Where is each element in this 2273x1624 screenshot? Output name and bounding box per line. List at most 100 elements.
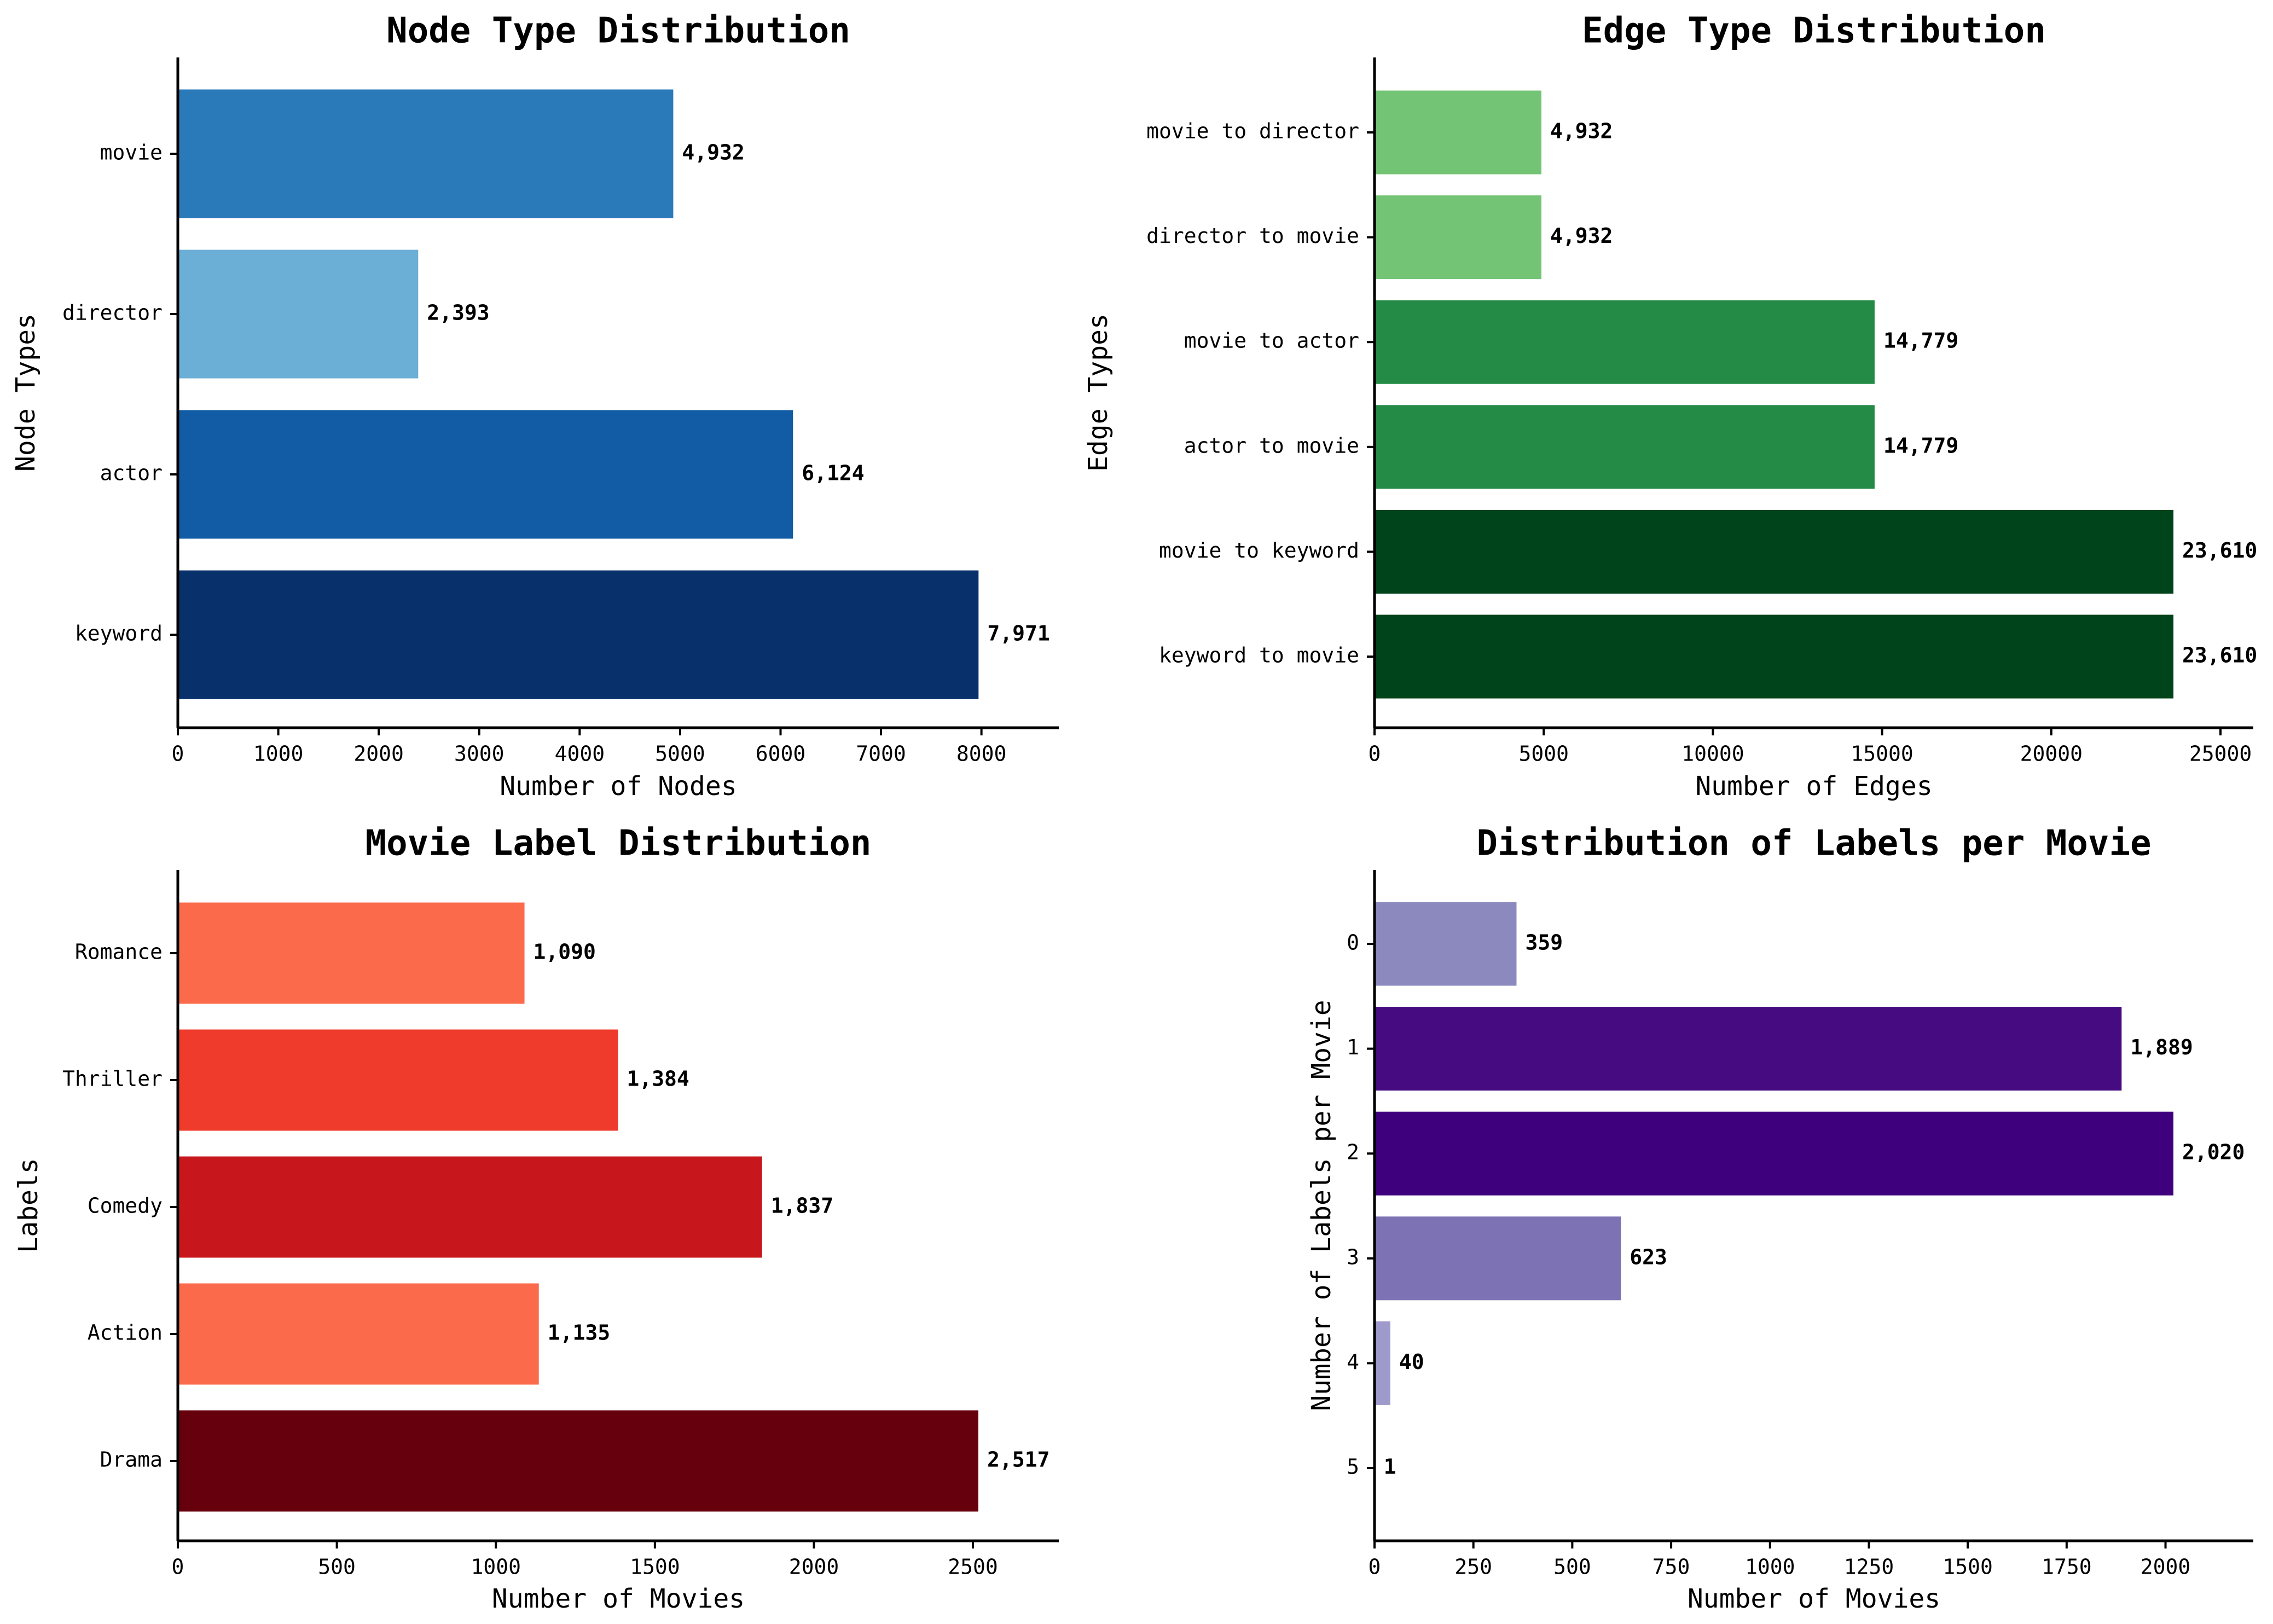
x-tick-label: 0 [172,1555,184,1579]
x-tick-label: 2000 [353,742,404,766]
y-tick-label: actor [100,461,163,485]
x-tick-label: 0 [1369,742,1381,766]
x-tick-label: 2000 [789,1555,839,1579]
x-axis-label: Number of Movies [492,1584,745,1614]
y-tick-label: director [62,301,163,325]
bar [1375,1111,2173,1196]
x-tick-label: 500 [318,1555,356,1579]
x-tick-label: 500 [1553,1555,1591,1579]
x-tick-label: 0 [1369,1555,1381,1579]
bar [178,89,674,218]
data-label: 2,020 [2182,1140,2245,1164]
bar [178,1410,978,1512]
chart-title: Node Type Distribution [386,11,850,51]
y-tick-label: movie to actor [1184,329,1359,353]
chart-panel-1: Node Type Distribution movie 4,932 director… [10,11,1059,802]
data-label: 14,779 [1883,433,1958,457]
bar [178,410,793,539]
x-tick-label: 5000 [1518,742,1569,766]
y-axis-label: Labels [13,1158,44,1252]
y-tick-label: movie to director [1146,119,1359,143]
bar [1375,1321,1390,1405]
data-label: 4,932 [1550,224,1613,248]
y-tick-label: movie [100,141,163,165]
x-tick-label: 1250 [1844,1555,1894,1579]
x-tick-label: 1750 [2042,1555,2092,1579]
bar [178,1283,539,1385]
bar [1375,90,1541,175]
data-label: 14,779 [1883,329,1958,353]
data-label: 1 [1384,1455,1396,1479]
chart-panel-4: Distribution of Labels per Movie 0 359 1 1,8… [1306,823,2253,1614]
x-tick-label: 2000 [2141,1555,2191,1579]
y-tick-label: keyword [75,622,163,646]
data-label: 7,971 [987,622,1049,646]
bar [1375,195,1541,280]
y-tick-label: actor to movie [1184,433,1359,457]
x-tick-label: 1500 [630,1555,680,1579]
x-tick-label: 750 [1652,1555,1690,1579]
y-tick-label: keyword to movie [1159,643,1359,668]
chart-title: Distribution of Labels per Movie [1477,823,2152,864]
x-tick-label: 1000 [471,1555,521,1579]
y-tick-label: 4 [1347,1350,1359,1374]
y-tick-label: 2 [1347,1140,1359,1164]
x-tick-label: 6000 [756,742,806,766]
bar [1375,405,1875,489]
y-axis-label: Number of Labels per Movie [1306,1000,1337,1411]
x-tick-label: 25000 [2189,742,2252,766]
bar [178,250,419,379]
data-label: 6,124 [802,461,864,485]
x-tick-label: 1500 [1943,1555,1993,1579]
x-tick-label: 5000 [655,742,705,766]
data-label: 2,517 [987,1448,1049,1472]
data-label: 1,889 [2130,1035,2193,1059]
y-tick-label: 1 [1347,1035,1359,1059]
y-tick-label: Thriller [62,1067,163,1091]
y-tick-label: Comedy [88,1194,163,1218]
data-label: 40 [1399,1350,1424,1374]
data-label: 4,932 [682,141,744,165]
y-tick-label: Drama [100,1448,163,1472]
x-tick-label: 250 [1454,1555,1492,1579]
bar [1375,509,2174,594]
x-tick-label: 1000 [1745,1555,1795,1579]
y-axis-label: Node Types [10,314,41,472]
data-label: 359 [1525,931,1563,955]
x-tick-label: 3000 [454,742,505,766]
x-axis-label: Number of Movies [1688,1584,1940,1614]
data-label: 1,135 [548,1321,610,1345]
data-label: 1,090 [534,940,596,964]
data-label: 23,610 [2182,643,2257,668]
chart-panel-2: Edge Type Distribution movie to director 4… [1083,11,2257,802]
y-axis-label: Edge Types [1083,314,1114,472]
bar [178,902,525,1004]
y-tick-label: movie to keyword [1159,538,1359,562]
bar [1375,902,1517,986]
y-tick-label: Romance [75,940,163,964]
y-tick-label: 0 [1347,931,1359,955]
y-tick-label: 5 [1347,1455,1359,1479]
bar [1375,1216,1621,1301]
chart-panel-3: Movie Label Distribution Romance 1,090 Thri… [13,823,1059,1614]
data-label: 2,393 [427,301,489,325]
x-tick-label: 10000 [1681,742,1744,766]
x-tick-label: 1000 [253,742,304,766]
x-axis-label: Number of Nodes [500,771,737,802]
data-label: 23,610 [2182,538,2257,562]
chart-title: Edge Type Distribution [1582,11,2046,51]
bar [178,1029,618,1131]
bar [178,1156,762,1258]
y-tick-label: Action [88,1321,163,1345]
data-label: 1,384 [627,1067,689,1091]
data-label: 1,837 [771,1194,833,1218]
bar [1375,1007,2122,1091]
chart-title: Movie Label Distribution [366,823,872,864]
x-axis-label: Number of Edges [1695,771,1932,802]
data-label: 623 [1630,1245,1667,1269]
y-tick-label: 3 [1347,1245,1359,1269]
x-tick-label: 2500 [948,1555,998,1579]
bar [178,570,979,699]
y-tick-label: director to movie [1146,224,1359,248]
